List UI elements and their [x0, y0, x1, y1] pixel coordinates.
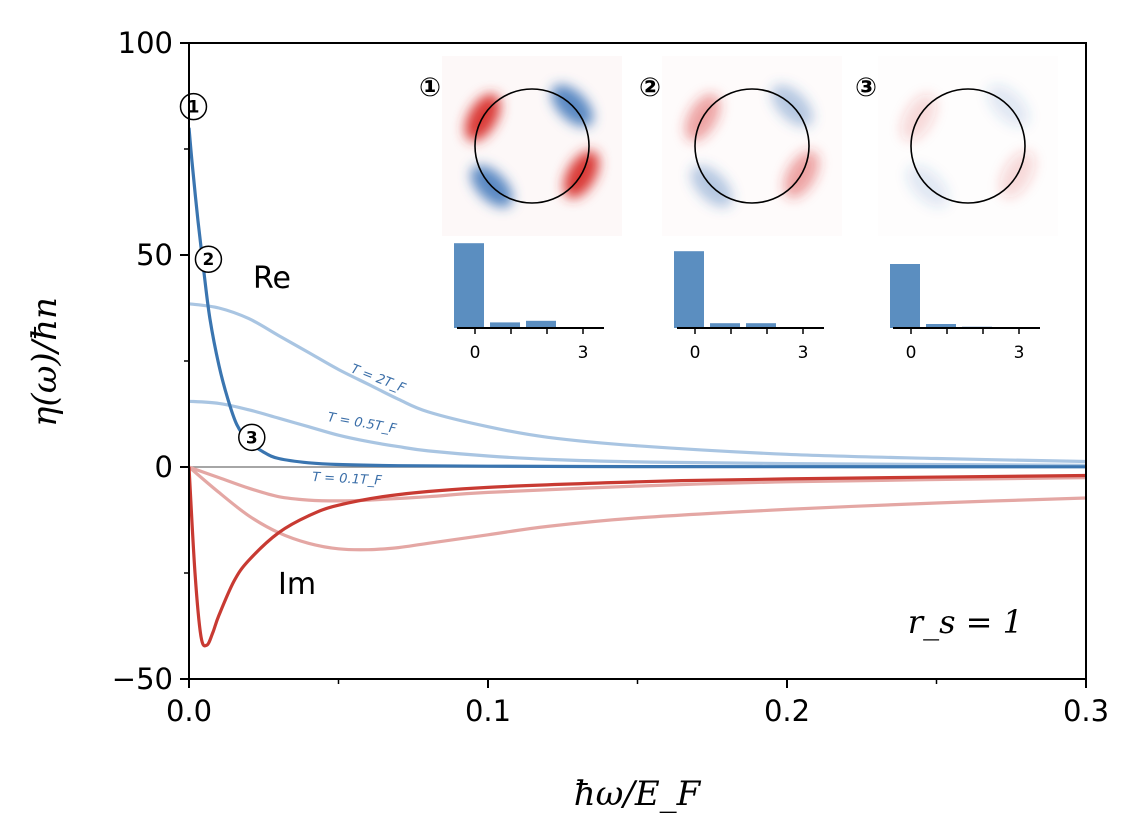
- temp-label-01tf: T = 0.1T_F: [312, 470, 383, 489]
- fermi-circle: [694, 88, 810, 204]
- inset-tick-label: 0: [690, 343, 701, 363]
- inset-tick-label: 0: [906, 343, 917, 363]
- inset-bar: [490, 322, 520, 328]
- curve-marker-1: [179, 92, 208, 121]
- inset-map-background: [878, 56, 1058, 236]
- inset-map-background: [662, 56, 842, 236]
- inset-bar: [710, 323, 740, 328]
- curve-marker-3: [238, 423, 266, 452]
- im-annotation: Im: [278, 567, 316, 602]
- fermi-circle: [910, 88, 1026, 204]
- marker-layer: 1 2 3: [179, 92, 266, 452]
- inset-tick-label: 0: [470, 343, 481, 363]
- x-axis-label: ħω/E_F: [574, 774, 702, 814]
- inset-bar: [454, 243, 484, 328]
- curve-marker-label-3: 3: [246, 428, 258, 448]
- series-line-0: [189, 127, 1086, 469]
- inset-map-background: [442, 56, 622, 236]
- inset-tick-label: 3: [1014, 343, 1025, 363]
- y-tick-label: 0: [155, 450, 173, 484]
- inset-tick-label: 3: [798, 343, 809, 363]
- x-tick-label: 0.2: [764, 694, 810, 728]
- inset-bar: [926, 324, 956, 328]
- curve-marker-2: [194, 245, 223, 273]
- inset-layer: ① 0 3 ② 0 3 ③ 0 3: [419, 56, 1058, 363]
- y-tick-label: 50: [136, 238, 173, 272]
- inset-2: ② 0 3: [639, 56, 842, 363]
- inset-bar: [746, 323, 776, 328]
- series-line-1: [189, 302, 1086, 464]
- y-axis-label: η(ω)/ħn: [25, 297, 65, 427]
- x-tick-label: 0.0: [166, 694, 212, 728]
- curve-marker-label-2: 2: [203, 250, 215, 270]
- y-tick-label: 100: [118, 26, 173, 60]
- series-line-4: [189, 465, 1086, 503]
- series-layer: [189, 127, 1086, 648]
- fermi-circle: [474, 88, 590, 204]
- x-tick-label: 0.1: [465, 694, 511, 728]
- series-line-2: [189, 399, 1086, 467]
- temp-label-05tf: T = 0.5T_F: [326, 410, 398, 437]
- inset-label-2: ②: [639, 73, 661, 103]
- inset-label-1: ①: [419, 73, 441, 103]
- y-tick-label: −50: [112, 662, 173, 696]
- series-line-5: [189, 465, 1086, 552]
- inset-tick-label: 3: [578, 343, 589, 363]
- inset-bar: [526, 320, 556, 328]
- rs-annotation: r_s = 1: [908, 603, 1023, 641]
- re-annotation: Re: [253, 261, 291, 296]
- temp-label-2tf: T = 2T_F: [349, 362, 408, 397]
- inset-bar: [674, 251, 704, 328]
- inset-3: ③ 0 3: [855, 56, 1058, 363]
- inset-1: ① 0 3: [419, 56, 622, 363]
- inset-bar: [890, 264, 920, 328]
- curve-marker-label-1: 1: [188, 98, 200, 118]
- inset-label-3: ③: [855, 73, 877, 103]
- x-tick-label: 0.3: [1063, 694, 1109, 728]
- series-line-3: [189, 466, 1086, 648]
